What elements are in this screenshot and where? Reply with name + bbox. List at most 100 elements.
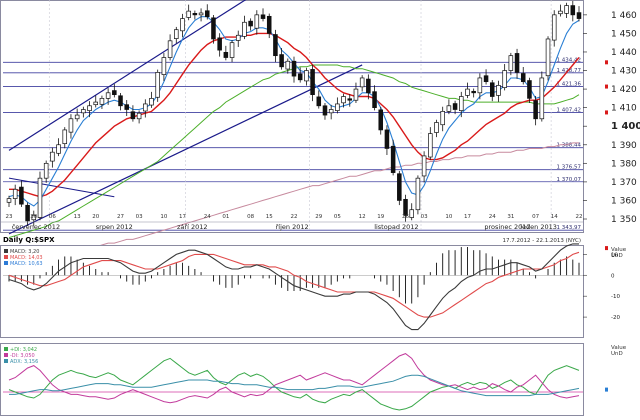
month-label: leden 2013 xyxy=(520,223,557,231)
candle-body xyxy=(353,88,359,101)
candle-body xyxy=(335,103,340,111)
candle-body xyxy=(19,186,24,205)
candle-body xyxy=(130,111,136,120)
x-day-tick: 13 xyxy=(74,214,81,220)
candle-body xyxy=(322,105,328,116)
x-day-tick: 17 xyxy=(179,214,186,220)
candle-body xyxy=(409,209,414,218)
axis-marker xyxy=(605,84,608,89)
dmi-legend-label: ADX: 3,156 xyxy=(10,359,38,365)
dmi-panel-frame xyxy=(0,343,584,416)
candle-body xyxy=(496,85,501,96)
candle-body xyxy=(471,90,476,94)
candle-body xyxy=(545,38,551,77)
candle-body xyxy=(489,82,495,97)
candle-body xyxy=(273,34,278,57)
price-tick-label: 1 420 xyxy=(611,85,637,95)
candle-body xyxy=(192,13,198,16)
channel-lower-line xyxy=(8,64,363,235)
candle-body xyxy=(99,98,105,105)
candle-body xyxy=(223,51,229,58)
candle-body xyxy=(576,12,582,19)
dmi-value-subheader: UnD xyxy=(611,351,623,357)
macd-value-header: Value xyxy=(611,247,627,253)
candle-body xyxy=(217,37,222,51)
axis-marker xyxy=(605,60,608,65)
candle-body xyxy=(56,144,61,154)
price-tick-label: 1 370 xyxy=(611,178,637,188)
macd-value-subheader: UnD xyxy=(611,253,623,259)
level-label: 1 376,57 xyxy=(557,165,582,171)
macd-tick-label: 0 xyxy=(611,273,615,279)
candle-body xyxy=(118,95,123,107)
price-tick-label: 1 390 xyxy=(611,141,637,151)
price-tick-label: 1 360 xyxy=(611,196,637,206)
level-label: 1 434,42 xyxy=(557,57,582,63)
x-day-tick: 15 xyxy=(266,214,273,220)
x-day-tick: 20 xyxy=(92,214,99,220)
x-day-tick: 17 xyxy=(464,214,471,220)
x-day-tick: 10 xyxy=(445,214,452,220)
x-day-tick: 24 xyxy=(489,214,496,220)
candle-body xyxy=(440,111,445,126)
candle-body xyxy=(12,188,18,199)
price-tick-label: 1 450 xyxy=(611,29,637,39)
candle-body xyxy=(174,29,179,39)
level-label: 1 343,97 xyxy=(557,225,582,231)
price-tick-label: 1 350 xyxy=(611,215,637,225)
macd-legend-label: MACD: 10,63 xyxy=(10,261,43,267)
x-day-tick: 12 xyxy=(359,214,366,220)
x-day-tick: 08 xyxy=(247,214,254,220)
candle-body xyxy=(446,105,452,112)
dmi-axis-marker xyxy=(605,387,608,392)
candle-body xyxy=(242,21,247,37)
x-day-tick: 29 xyxy=(315,214,322,220)
x-day-tick: 22 xyxy=(576,214,583,220)
candle-body xyxy=(508,55,514,71)
ma-mid-line xyxy=(9,32,580,198)
candle-body xyxy=(74,114,80,120)
candle-body xyxy=(372,91,377,108)
candle-body xyxy=(143,103,148,112)
month-label: srpen 2012 xyxy=(96,223,133,231)
downtrend-line xyxy=(8,177,115,198)
candle-body xyxy=(304,70,309,82)
candle-body xyxy=(186,10,191,18)
dmi-legend-swatch xyxy=(4,353,8,357)
month-label: září 2012 xyxy=(177,223,207,231)
price-tick-label: 1 440 xyxy=(611,48,637,58)
candle-body xyxy=(291,60,297,77)
candle-body xyxy=(527,80,532,99)
candle-body xyxy=(297,73,303,81)
level-label: 1 421,36 xyxy=(557,82,582,88)
candle-body xyxy=(558,10,563,15)
candle-body xyxy=(136,112,142,120)
candle-body xyxy=(68,118,74,133)
x-day-tick: 30 xyxy=(30,214,37,220)
x-day-tick: 31 xyxy=(507,214,514,220)
candle-body xyxy=(235,34,241,41)
dmi-di-line xyxy=(8,353,580,404)
x-day-tick: 03 xyxy=(421,214,428,220)
candle-body xyxy=(285,60,291,70)
x-day-tick: 26 xyxy=(402,214,409,220)
candle-body xyxy=(37,177,43,218)
month-label: listopad 2012 xyxy=(374,223,418,231)
candle-body xyxy=(514,53,520,73)
candle-body xyxy=(366,78,371,94)
x-day-tick: 06 xyxy=(49,214,56,220)
candle-body xyxy=(428,133,433,158)
macd-line xyxy=(8,243,579,331)
price-tick-label: 1 460 xyxy=(611,11,637,21)
price-tick-label: 1 430 xyxy=(611,67,637,77)
macd-tick-label: -10 xyxy=(611,294,620,300)
candle-body xyxy=(266,15,272,34)
x-day-tick: 24 xyxy=(204,214,211,220)
macd-legend-label: MACD: 14,03 xyxy=(10,255,43,261)
candle-body xyxy=(459,96,464,111)
candle-body xyxy=(211,17,216,40)
candle-body xyxy=(43,162,49,179)
dmi-legend-swatch xyxy=(4,359,8,363)
